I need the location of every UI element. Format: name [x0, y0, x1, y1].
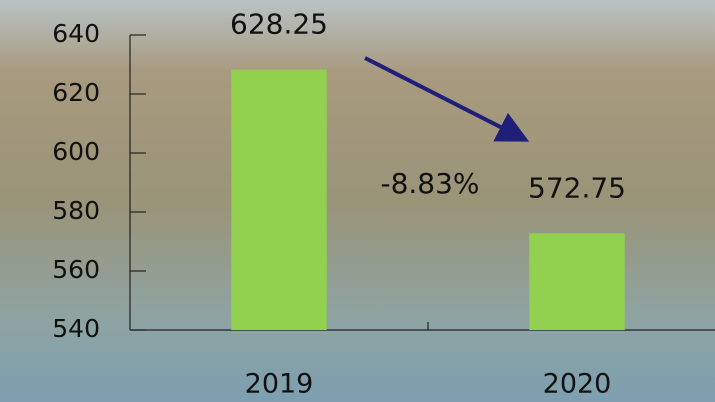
y-tick-label: 560	[52, 255, 100, 284]
chart: -8.83% 540 560 580 600 620 640 2019 628.25 2020 5…	[0, 0, 715, 402]
y-tick-label: 620	[52, 78, 100, 107]
y-tick-label: 580	[52, 196, 100, 225]
bar	[231, 70, 326, 330]
page: -8.83% 540 560 580 600 620 640 2019 628.25 2020 5…	[0, 0, 715, 402]
y-tick-label: 540	[52, 314, 100, 343]
bar	[529, 233, 624, 330]
x-tick-label: 2020	[543, 369, 612, 400]
data-label: 628.25	[230, 8, 328, 41]
y-tick-label: 600	[52, 137, 100, 166]
y-tick-label: 640	[52, 19, 100, 48]
data-label: 572.75	[528, 171, 626, 204]
x-tick-label: 2019	[245, 369, 314, 400]
annotation: -8.83%	[380, 167, 479, 200]
